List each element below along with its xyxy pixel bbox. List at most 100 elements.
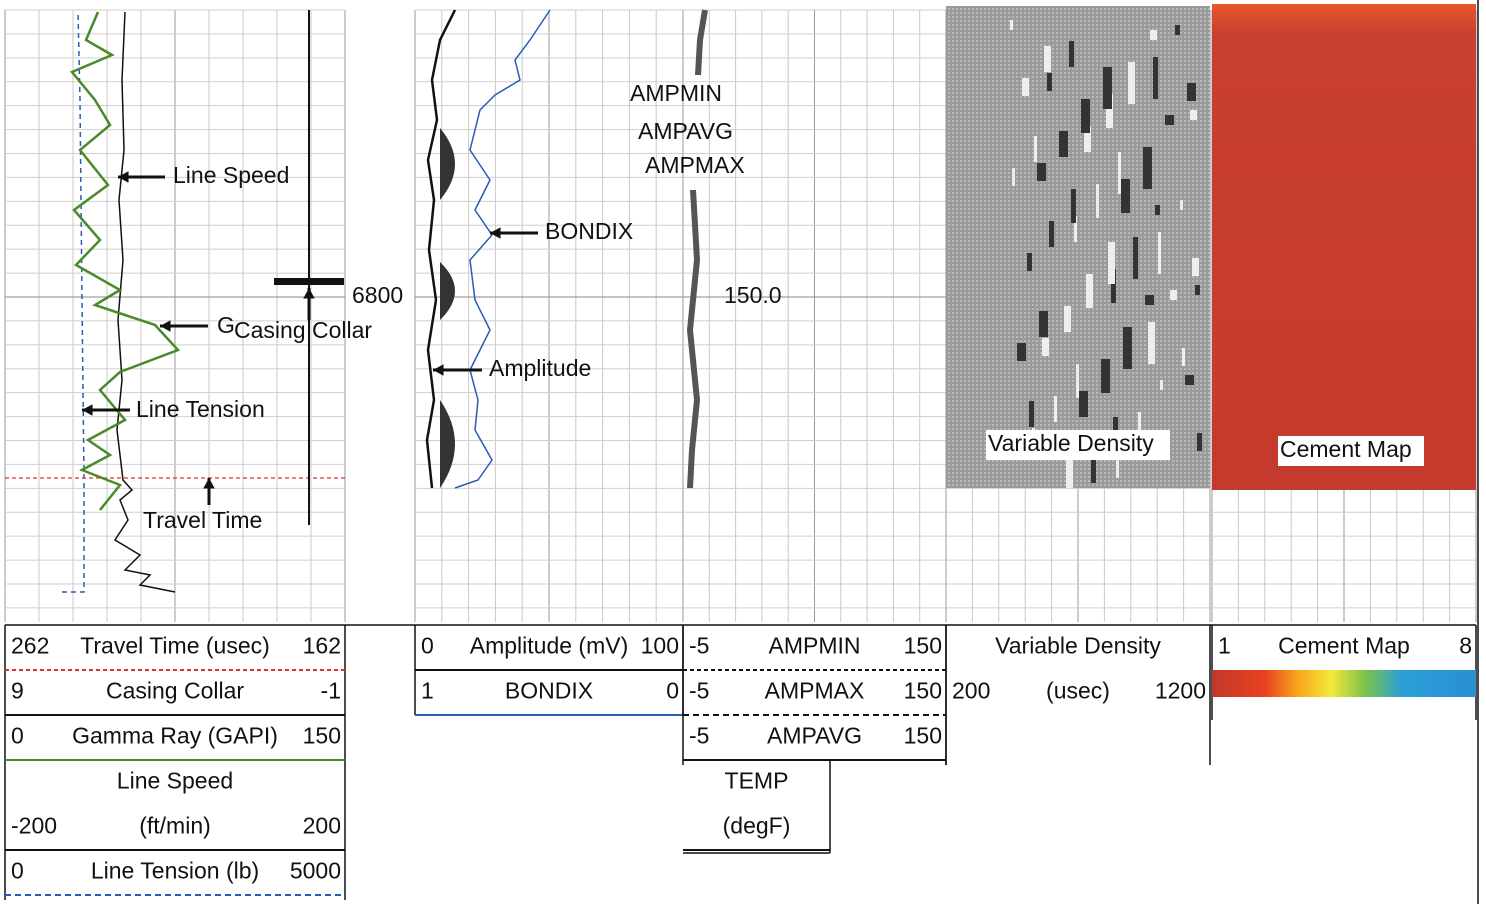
vdl-streak bbox=[1160, 380, 1163, 390]
vdl-streak bbox=[1012, 168, 1015, 186]
arrow-head bbox=[303, 288, 315, 299]
scale-min: 0 bbox=[421, 633, 434, 659]
vdl-streak bbox=[1111, 269, 1116, 303]
vdl-streak bbox=[1195, 285, 1200, 295]
vdl-streak bbox=[1037, 163, 1046, 181]
scale-max: 150 bbox=[303, 723, 341, 749]
header-label: AMPAVG bbox=[767, 723, 862, 749]
header-label: Line Speed bbox=[117, 768, 233, 794]
vdl-streak bbox=[1079, 391, 1088, 417]
vdl-streak bbox=[1116, 444, 1119, 478]
vdl-streak bbox=[1044, 46, 1051, 72]
vdl-streak bbox=[1064, 306, 1071, 332]
vdl-streak bbox=[1180, 200, 1183, 210]
scale-min: 0 bbox=[11, 723, 24, 749]
cement-image bbox=[1212, 4, 1476, 490]
vdl-streak bbox=[1059, 131, 1068, 157]
header-label: Amplitude (mV) bbox=[470, 633, 628, 659]
vdl-streak bbox=[1069, 41, 1074, 67]
annotation: G bbox=[217, 312, 235, 338]
annotation: Amplitude bbox=[489, 355, 591, 381]
vdl-streak bbox=[1153, 57, 1158, 99]
header-label: (degF) bbox=[723, 813, 791, 839]
header-label: AMPMAX bbox=[765, 678, 865, 704]
line-tension-curve bbox=[62, 11, 85, 593]
scale-max: 100 bbox=[641, 633, 679, 659]
scale-min: -5 bbox=[689, 633, 709, 659]
vdl-streak bbox=[1190, 110, 1197, 120]
vdl-streak bbox=[1047, 73, 1052, 91]
vdl-image bbox=[946, 6, 1210, 488]
bondix-curve bbox=[454, 9, 551, 489]
cement-color-bar bbox=[1212, 670, 1476, 697]
vdl-streak bbox=[1170, 290, 1177, 300]
amp-curve bbox=[686, 189, 701, 489]
scale-max: 200 bbox=[303, 813, 341, 839]
label-bg bbox=[986, 430, 1170, 460]
vdl-streak bbox=[1155, 205, 1160, 215]
vdl-streak bbox=[1022, 78, 1029, 96]
scale-min: -5 bbox=[689, 678, 709, 704]
vdl-streak bbox=[1084, 126, 1091, 152]
bond-fill bbox=[440, 262, 455, 320]
header-label: BONDIX bbox=[505, 678, 593, 704]
scale-max: 0 bbox=[666, 678, 679, 704]
annotation: BONDIX bbox=[545, 218, 633, 244]
vdl-streak bbox=[1091, 449, 1096, 483]
annotation: Variable Density bbox=[988, 430, 1154, 456]
scale-min: 9 bbox=[11, 678, 24, 704]
bond-fill bbox=[440, 128, 455, 200]
scale-max: 150 bbox=[904, 723, 942, 749]
vdl-streak bbox=[1123, 327, 1132, 369]
scale-max: 150 bbox=[904, 633, 942, 659]
vdl-streak bbox=[1054, 396, 1057, 422]
scale-min: 1 bbox=[1218, 633, 1231, 659]
vdl-streak bbox=[1165, 115, 1174, 125]
annotation: AMPAVG bbox=[638, 118, 733, 144]
scale-max: 5000 bbox=[290, 858, 341, 884]
vdl-streak bbox=[1086, 274, 1093, 308]
vdl-streak bbox=[1187, 83, 1196, 101]
vdl-streak bbox=[1010, 20, 1013, 30]
arrow-head bbox=[433, 364, 444, 376]
vdl-streak bbox=[1101, 359, 1110, 393]
scale-max: -1 bbox=[321, 678, 341, 704]
vdl-streak bbox=[1145, 295, 1154, 305]
annotation: Line Speed bbox=[173, 162, 289, 188]
vdl-streak bbox=[1017, 343, 1026, 361]
scale-min: -5 bbox=[689, 723, 709, 749]
arrow-head bbox=[118, 171, 129, 183]
vdl-streak bbox=[1042, 338, 1049, 356]
vdl-streak bbox=[1175, 25, 1180, 35]
vdl-streak bbox=[1133, 237, 1138, 279]
header-label: Cement Map bbox=[1278, 633, 1410, 659]
vdl-streak bbox=[1197, 433, 1202, 451]
scale-min: 262 bbox=[11, 633, 49, 659]
temp-label: 150.0 bbox=[724, 282, 782, 308]
bond-fill bbox=[440, 400, 455, 488]
amp-curve bbox=[695, 9, 708, 76]
vdl-streak bbox=[1103, 67, 1112, 109]
arrow-head bbox=[203, 478, 215, 489]
casing-collar-mark bbox=[274, 278, 344, 285]
amplitude-curve bbox=[425, 9, 457, 489]
scale-min: 1 bbox=[421, 678, 434, 704]
vdl-streak bbox=[1143, 147, 1152, 189]
scale-max: 150 bbox=[904, 678, 942, 704]
vdl-streak bbox=[1192, 258, 1199, 276]
scale-min: -200 bbox=[11, 813, 57, 839]
header-label: TEMP bbox=[725, 768, 789, 794]
arrow-head bbox=[82, 404, 93, 416]
annotation: Line Tension bbox=[136, 396, 265, 422]
vdl-streak bbox=[1106, 94, 1113, 128]
vdl-streak bbox=[1049, 221, 1054, 247]
annotation: AMPMIN bbox=[630, 80, 722, 106]
annotation: Cement Map bbox=[1280, 436, 1412, 462]
arrow-head bbox=[160, 320, 171, 332]
label-bg bbox=[1278, 436, 1424, 466]
vdl-streak bbox=[1034, 136, 1037, 162]
header-label: Casing Collar bbox=[106, 678, 244, 704]
vdl-streak bbox=[1071, 189, 1076, 223]
